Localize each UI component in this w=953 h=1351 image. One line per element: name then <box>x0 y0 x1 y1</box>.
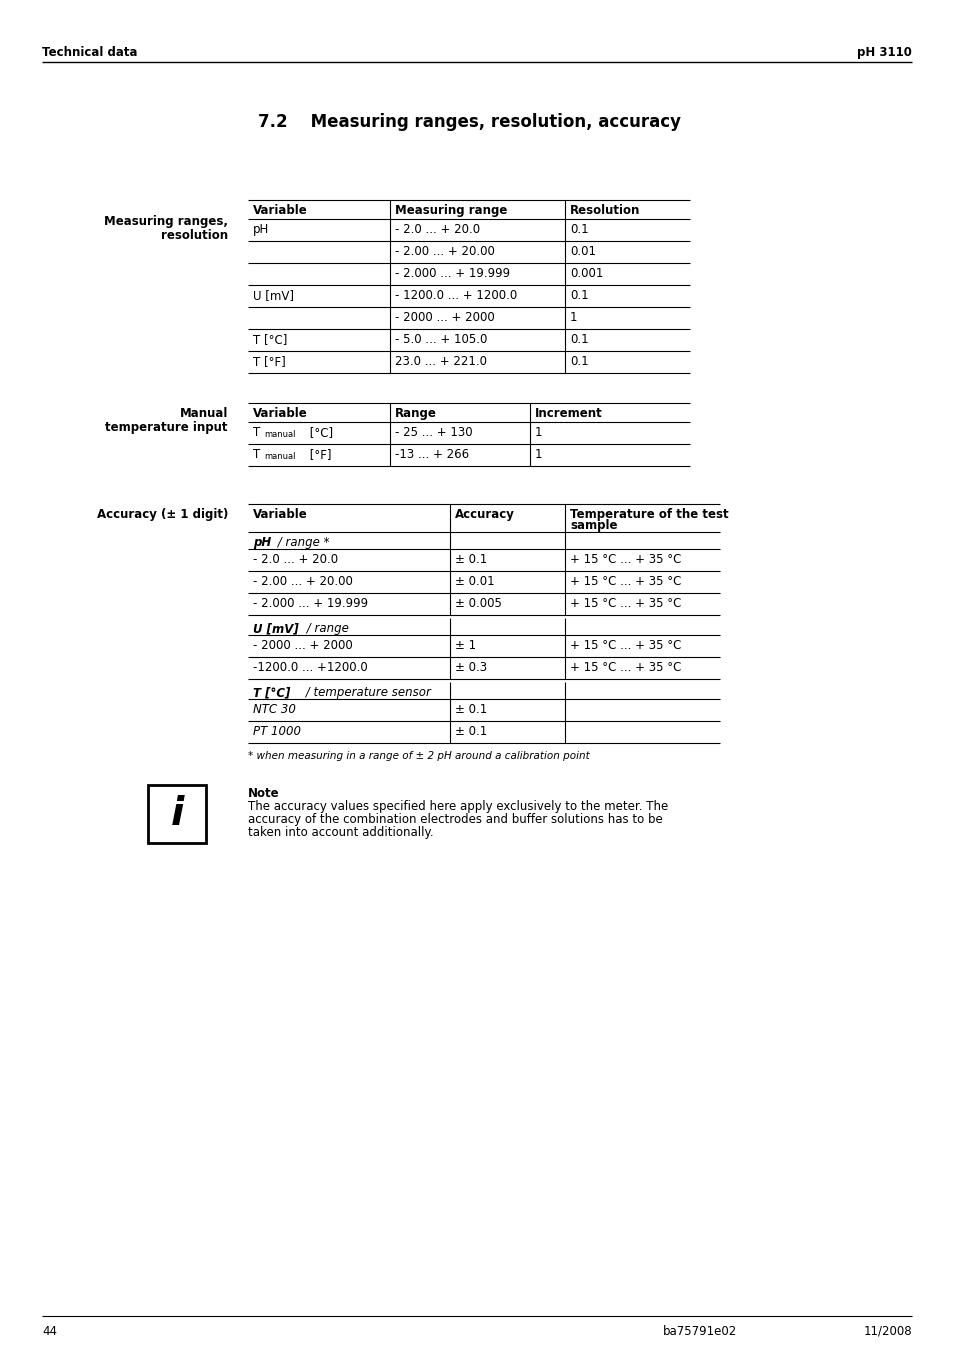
Text: i: i <box>171 794 184 834</box>
Text: -1200.0 ... +1200.0: -1200.0 ... +1200.0 <box>253 661 367 674</box>
Text: ± 0.3: ± 0.3 <box>455 661 487 674</box>
Text: T: T <box>253 426 260 439</box>
Text: 0.1: 0.1 <box>569 355 588 367</box>
Text: pH: pH <box>253 536 271 549</box>
Text: 1: 1 <box>535 426 542 439</box>
Text: 1: 1 <box>535 449 542 461</box>
Text: ± 0.01: ± 0.01 <box>455 576 494 588</box>
Text: T [°C]: T [°C] <box>253 686 290 698</box>
Text: / range: / range <box>303 621 349 635</box>
Text: [°C]: [°C] <box>306 426 333 439</box>
Text: / range *: / range * <box>274 536 329 549</box>
Text: ba75791e02: ba75791e02 <box>662 1325 737 1337</box>
Text: PT 1000: PT 1000 <box>253 725 301 738</box>
Text: Manual: Manual <box>179 407 228 420</box>
Text: + 15 °C ... + 35 °C: + 15 °C ... + 35 °C <box>569 639 680 653</box>
Text: - 2.000 ... + 19.999: - 2.000 ... + 19.999 <box>395 267 510 280</box>
Text: Measuring ranges,: Measuring ranges, <box>104 215 228 228</box>
Text: - 2.0 ... + 20.0: - 2.0 ... + 20.0 <box>395 223 479 236</box>
Text: Variable: Variable <box>253 204 308 218</box>
Text: 11/2008: 11/2008 <box>862 1325 911 1337</box>
Text: Measuring range: Measuring range <box>395 204 507 218</box>
Text: ± 0.1: ± 0.1 <box>455 703 487 716</box>
Text: 23.0 ... + 221.0: 23.0 ... + 221.0 <box>395 355 486 367</box>
Text: Technical data: Technical data <box>42 46 137 59</box>
Text: Accuracy (± 1 digit): Accuracy (± 1 digit) <box>96 508 228 521</box>
Text: pH 3110: pH 3110 <box>856 46 911 59</box>
Text: Resolution: Resolution <box>569 204 639 218</box>
Text: -13 ... + 266: -13 ... + 266 <box>395 449 469 461</box>
Text: U [mV]: U [mV] <box>253 621 298 635</box>
Text: 0.1: 0.1 <box>569 332 588 346</box>
Text: - 2000 ... + 2000: - 2000 ... + 2000 <box>253 639 353 653</box>
Text: U [mV]: U [mV] <box>253 289 294 303</box>
Text: Increment: Increment <box>535 407 602 420</box>
Bar <box>148 785 206 843</box>
Text: Note: Note <box>248 788 279 800</box>
Text: ± 0.1: ± 0.1 <box>455 725 487 738</box>
Text: - 2.000 ... + 19.999: - 2.000 ... + 19.999 <box>253 597 368 611</box>
Text: - 25 ... + 130: - 25 ... + 130 <box>395 426 472 439</box>
Text: ± 0.1: ± 0.1 <box>455 553 487 566</box>
Text: pH: pH <box>253 223 269 236</box>
Text: resolution: resolution <box>161 230 228 242</box>
Text: [°F]: [°F] <box>306 449 331 461</box>
Text: + 15 °C ... + 35 °C: + 15 °C ... + 35 °C <box>569 576 680 588</box>
Text: T [°C]: T [°C] <box>253 332 287 346</box>
Text: - 5.0 ... + 105.0: - 5.0 ... + 105.0 <box>395 332 487 346</box>
Text: Temperature of the test: Temperature of the test <box>569 508 728 521</box>
Text: NTC 30: NTC 30 <box>253 703 295 716</box>
Text: + 15 °C ... + 35 °C: + 15 °C ... + 35 °C <box>569 661 680 674</box>
Text: taken into account additionally.: taken into account additionally. <box>248 825 434 839</box>
Text: Accuracy: Accuracy <box>455 508 515 521</box>
Text: accuracy of the combination electrodes and buffer solutions has to be: accuracy of the combination electrodes a… <box>248 813 662 825</box>
Text: + 15 °C ... + 35 °C: + 15 °C ... + 35 °C <box>569 553 680 566</box>
Text: sample: sample <box>569 519 617 532</box>
Text: 0.01: 0.01 <box>569 245 596 258</box>
Text: 0.1: 0.1 <box>569 289 588 303</box>
Text: manual: manual <box>264 430 295 439</box>
Text: Variable: Variable <box>253 407 308 420</box>
Text: - 2000 ... + 2000: - 2000 ... + 2000 <box>395 311 495 324</box>
Text: temperature input: temperature input <box>106 422 228 434</box>
Text: + 15 °C ... + 35 °C: + 15 °C ... + 35 °C <box>569 597 680 611</box>
Text: / temperature sensor: / temperature sensor <box>302 686 431 698</box>
Text: 7.2    Measuring ranges, resolution, accuracy: 7.2 Measuring ranges, resolution, accura… <box>257 113 680 131</box>
Text: T: T <box>253 449 260 461</box>
Text: The accuracy values specified here apply exclusively to the meter. The: The accuracy values specified here apply… <box>248 800 667 813</box>
Text: 1: 1 <box>569 311 577 324</box>
Text: 0.1: 0.1 <box>569 223 588 236</box>
Text: T [°F]: T [°F] <box>253 355 286 367</box>
Text: Range: Range <box>395 407 436 420</box>
Text: manual: manual <box>264 453 295 461</box>
Text: ± 1: ± 1 <box>455 639 476 653</box>
Text: - 1200.0 ... + 1200.0: - 1200.0 ... + 1200.0 <box>395 289 517 303</box>
Text: * when measuring in a range of ± 2 pH around a calibration point: * when measuring in a range of ± 2 pH ar… <box>248 751 589 761</box>
Text: ± 0.005: ± 0.005 <box>455 597 501 611</box>
Text: - 2.0 ... + 20.0: - 2.0 ... + 20.0 <box>253 553 337 566</box>
Text: 44: 44 <box>42 1325 57 1337</box>
Text: - 2.00 ... + 20.00: - 2.00 ... + 20.00 <box>253 576 353 588</box>
Text: - 2.00 ... + 20.00: - 2.00 ... + 20.00 <box>395 245 495 258</box>
Text: Variable: Variable <box>253 508 308 521</box>
Text: 0.001: 0.001 <box>569 267 602 280</box>
